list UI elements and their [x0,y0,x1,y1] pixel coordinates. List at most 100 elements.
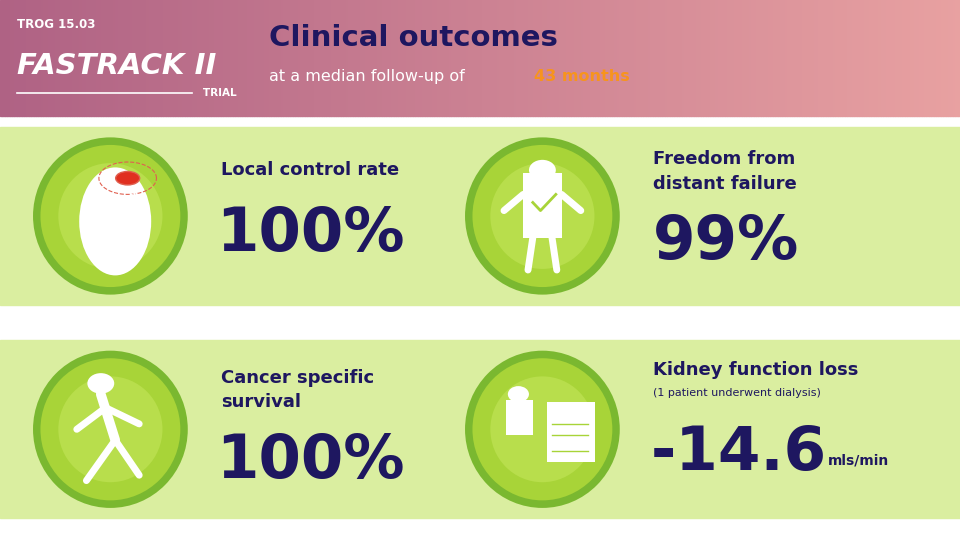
Bar [948,0,950,116]
Bar [357,0,360,116]
Bar [456,0,459,116]
Bar [686,0,688,116]
Bar [730,0,732,116]
Bar [286,0,288,116]
Bar [835,0,837,116]
Bar [65,0,67,116]
Bar [784,0,787,116]
Bar [136,0,139,116]
Bar [24,0,26,116]
Bar [326,0,328,116]
Bar [677,0,679,116]
Bar [408,0,411,116]
Bar [72,0,75,116]
Bar [228,0,230,116]
Bar [595,0,597,116]
Bar [420,0,422,116]
Bar [924,0,926,116]
Bar [69,0,72,116]
Bar [708,0,710,116]
Text: distant failure: distant failure [653,174,797,193]
Bar [232,0,235,116]
Bar [926,0,928,116]
Bar [250,0,252,116]
Bar [480,0,482,116]
Ellipse shape [33,350,188,508]
Bar [276,0,278,116]
Bar [943,0,946,116]
Bar [632,0,634,116]
Bar [651,0,653,116]
Text: Clinical outcomes: Clinical outcomes [269,24,558,52]
Bar [259,0,261,116]
Bar [780,0,782,116]
Bar [643,0,645,116]
Text: 99%: 99% [653,213,799,273]
Bar [209,0,211,116]
Bar [190,0,192,116]
Bar [156,0,158,116]
Ellipse shape [491,163,594,269]
Bar [17,0,19,116]
Bar [804,0,806,116]
Bar [117,0,120,116]
Bar [14,0,16,116]
Bar [648,0,651,116]
Bar [12,0,14,116]
Bar [680,0,682,116]
Bar [264,0,266,116]
Bar [442,0,444,116]
Bar [933,0,936,116]
Text: mls/min: mls/min [828,453,889,467]
Bar [850,0,852,116]
Bar [920,0,922,116]
Bar [722,0,725,116]
Bar [616,0,619,116]
Bar [845,0,847,116]
Bar [144,0,146,116]
Ellipse shape [87,373,114,394]
Bar [511,0,514,116]
Bar [715,0,718,116]
Bar [818,0,821,116]
Bar [939,0,941,116]
Bar [115,0,117,116]
Bar [485,0,487,116]
Bar [392,0,394,116]
Bar [751,0,754,116]
Bar [699,0,701,116]
Bar [895,0,898,116]
Bar [104,0,106,116]
Bar [161,0,163,116]
Bar [645,0,648,116]
Bar [840,0,843,116]
Bar [184,0,187,116]
Bar [739,0,741,116]
Bar [826,0,828,116]
Bar [398,0,400,116]
Bar [547,0,549,116]
Bar [120,0,123,116]
Bar [516,0,518,116]
Ellipse shape [465,137,620,295]
Bar [110,0,113,116]
Bar [298,0,300,116]
Bar [866,0,869,116]
Bar [501,0,504,116]
Bar [403,0,405,116]
Bar [562,0,564,116]
Bar [610,0,612,116]
Bar [48,0,51,116]
Bar [660,0,662,116]
Bar [271,0,274,116]
Bar [216,0,219,116]
Bar [881,0,883,116]
Bar [667,0,669,116]
Bar [693,0,696,116]
Bar [854,0,856,116]
Bar [257,0,259,116]
Bar [101,0,104,116]
Bar [29,0,31,116]
Ellipse shape [491,376,594,482]
Bar [566,0,568,116]
